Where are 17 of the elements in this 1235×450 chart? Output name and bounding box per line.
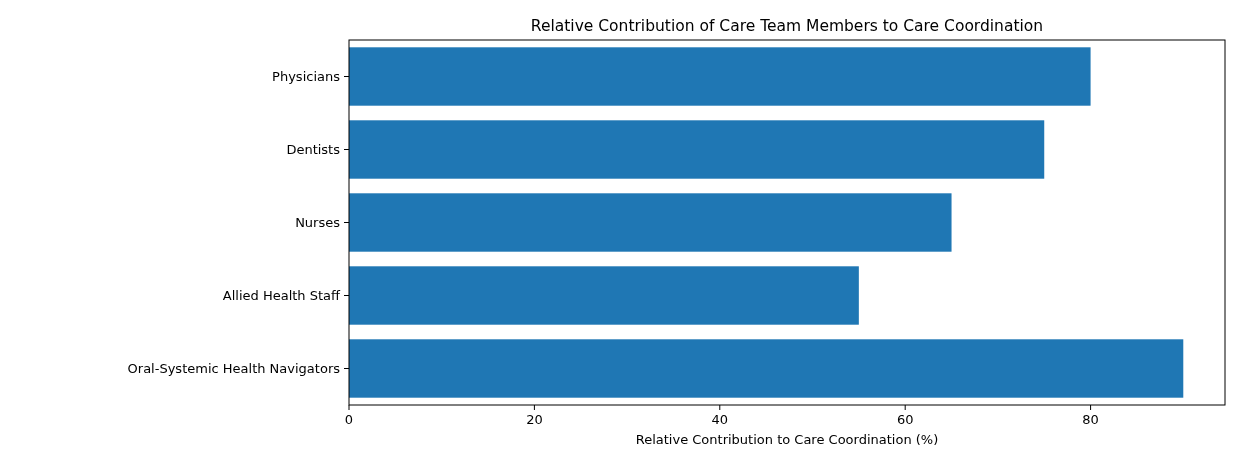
y-tick-label: Physicians bbox=[272, 69, 341, 85]
x-tick-label: 0 bbox=[344, 412, 354, 427]
x-tick-label: 40 bbox=[711, 412, 729, 427]
bar bbox=[349, 120, 1045, 179]
bar bbox=[349, 193, 952, 252]
x-tick-label: 60 bbox=[896, 412, 914, 427]
bar bbox=[349, 339, 1184, 398]
x-axis-title: Relative Contribution to Care Coordination (%) bbox=[635, 432, 939, 447]
y-tick-label: Oral-Systemic Health Navigators bbox=[127, 361, 341, 377]
y-tick-label: Nurses bbox=[295, 215, 341, 231]
bar bbox=[349, 266, 859, 325]
x-tick-label: 20 bbox=[526, 412, 543, 427]
y-tick-label: Allied Health Staff bbox=[222, 288, 342, 304]
y-tick-label: Dentists bbox=[286, 142, 341, 158]
chart-title: Relative Contribution of Care Team Members to Care Coordination bbox=[530, 17, 1044, 35]
x-tick-label: 80 bbox=[1082, 412, 1099, 427]
bar bbox=[349, 47, 1091, 106]
